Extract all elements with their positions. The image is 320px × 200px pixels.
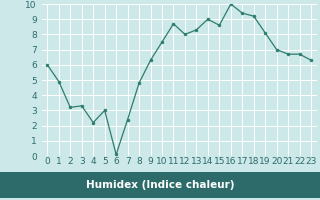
Text: Humidex (Indice chaleur): Humidex (Indice chaleur) [86, 180, 234, 190]
